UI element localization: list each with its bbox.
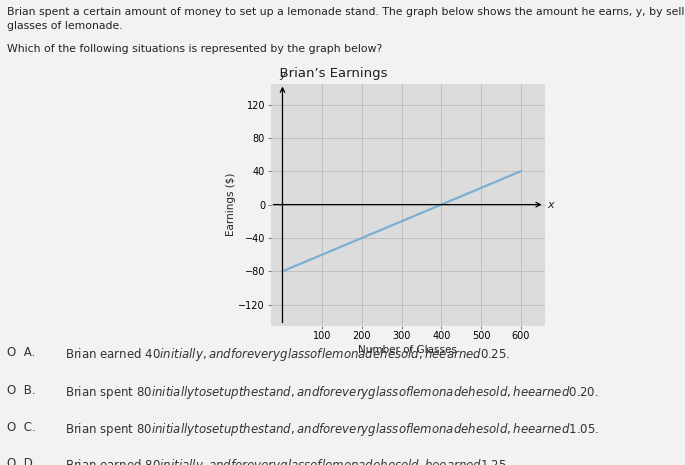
Text: Brian earned $40 initially, and for every glass of lemonade he sold, he earned $: Brian earned $40 initially, and for ever… xyxy=(65,346,510,364)
Text: O  D.: O D. xyxy=(7,457,36,465)
Text: Brian spent a certain amount of money to set up a lemonade stand. The graph belo: Brian spent a certain amount of money to… xyxy=(7,7,685,17)
Y-axis label: Earnings ($): Earnings ($) xyxy=(225,173,236,236)
Text: Brian spent $80 initially to set up the stand, and for every glass of lemonade h: Brian spent $80 initially to set up the … xyxy=(65,384,599,401)
Text: Which of the following situations is represented by the graph below?: Which of the following situations is rep… xyxy=(7,44,382,54)
Text: x: x xyxy=(548,199,554,210)
Text: O  B.: O B. xyxy=(7,384,36,397)
Text: O  C.: O C. xyxy=(7,421,36,434)
Text: Brian spent $80 initially to set up the stand, and for every glass of lemonade h: Brian spent $80 initially to set up the … xyxy=(65,421,599,438)
X-axis label: Number of Glasses: Number of Glasses xyxy=(358,345,457,355)
Text: O  A.: O A. xyxy=(7,346,35,359)
Text: glasses of lemonade.: glasses of lemonade. xyxy=(7,21,123,31)
Text: Brian earned $80 initially, and for every glass of lemonade he sold, he earned $: Brian earned $80 initially, and for ever… xyxy=(65,457,510,465)
Text: y: y xyxy=(279,70,286,80)
Text: Brian’s Earnings: Brian’s Earnings xyxy=(271,67,387,80)
